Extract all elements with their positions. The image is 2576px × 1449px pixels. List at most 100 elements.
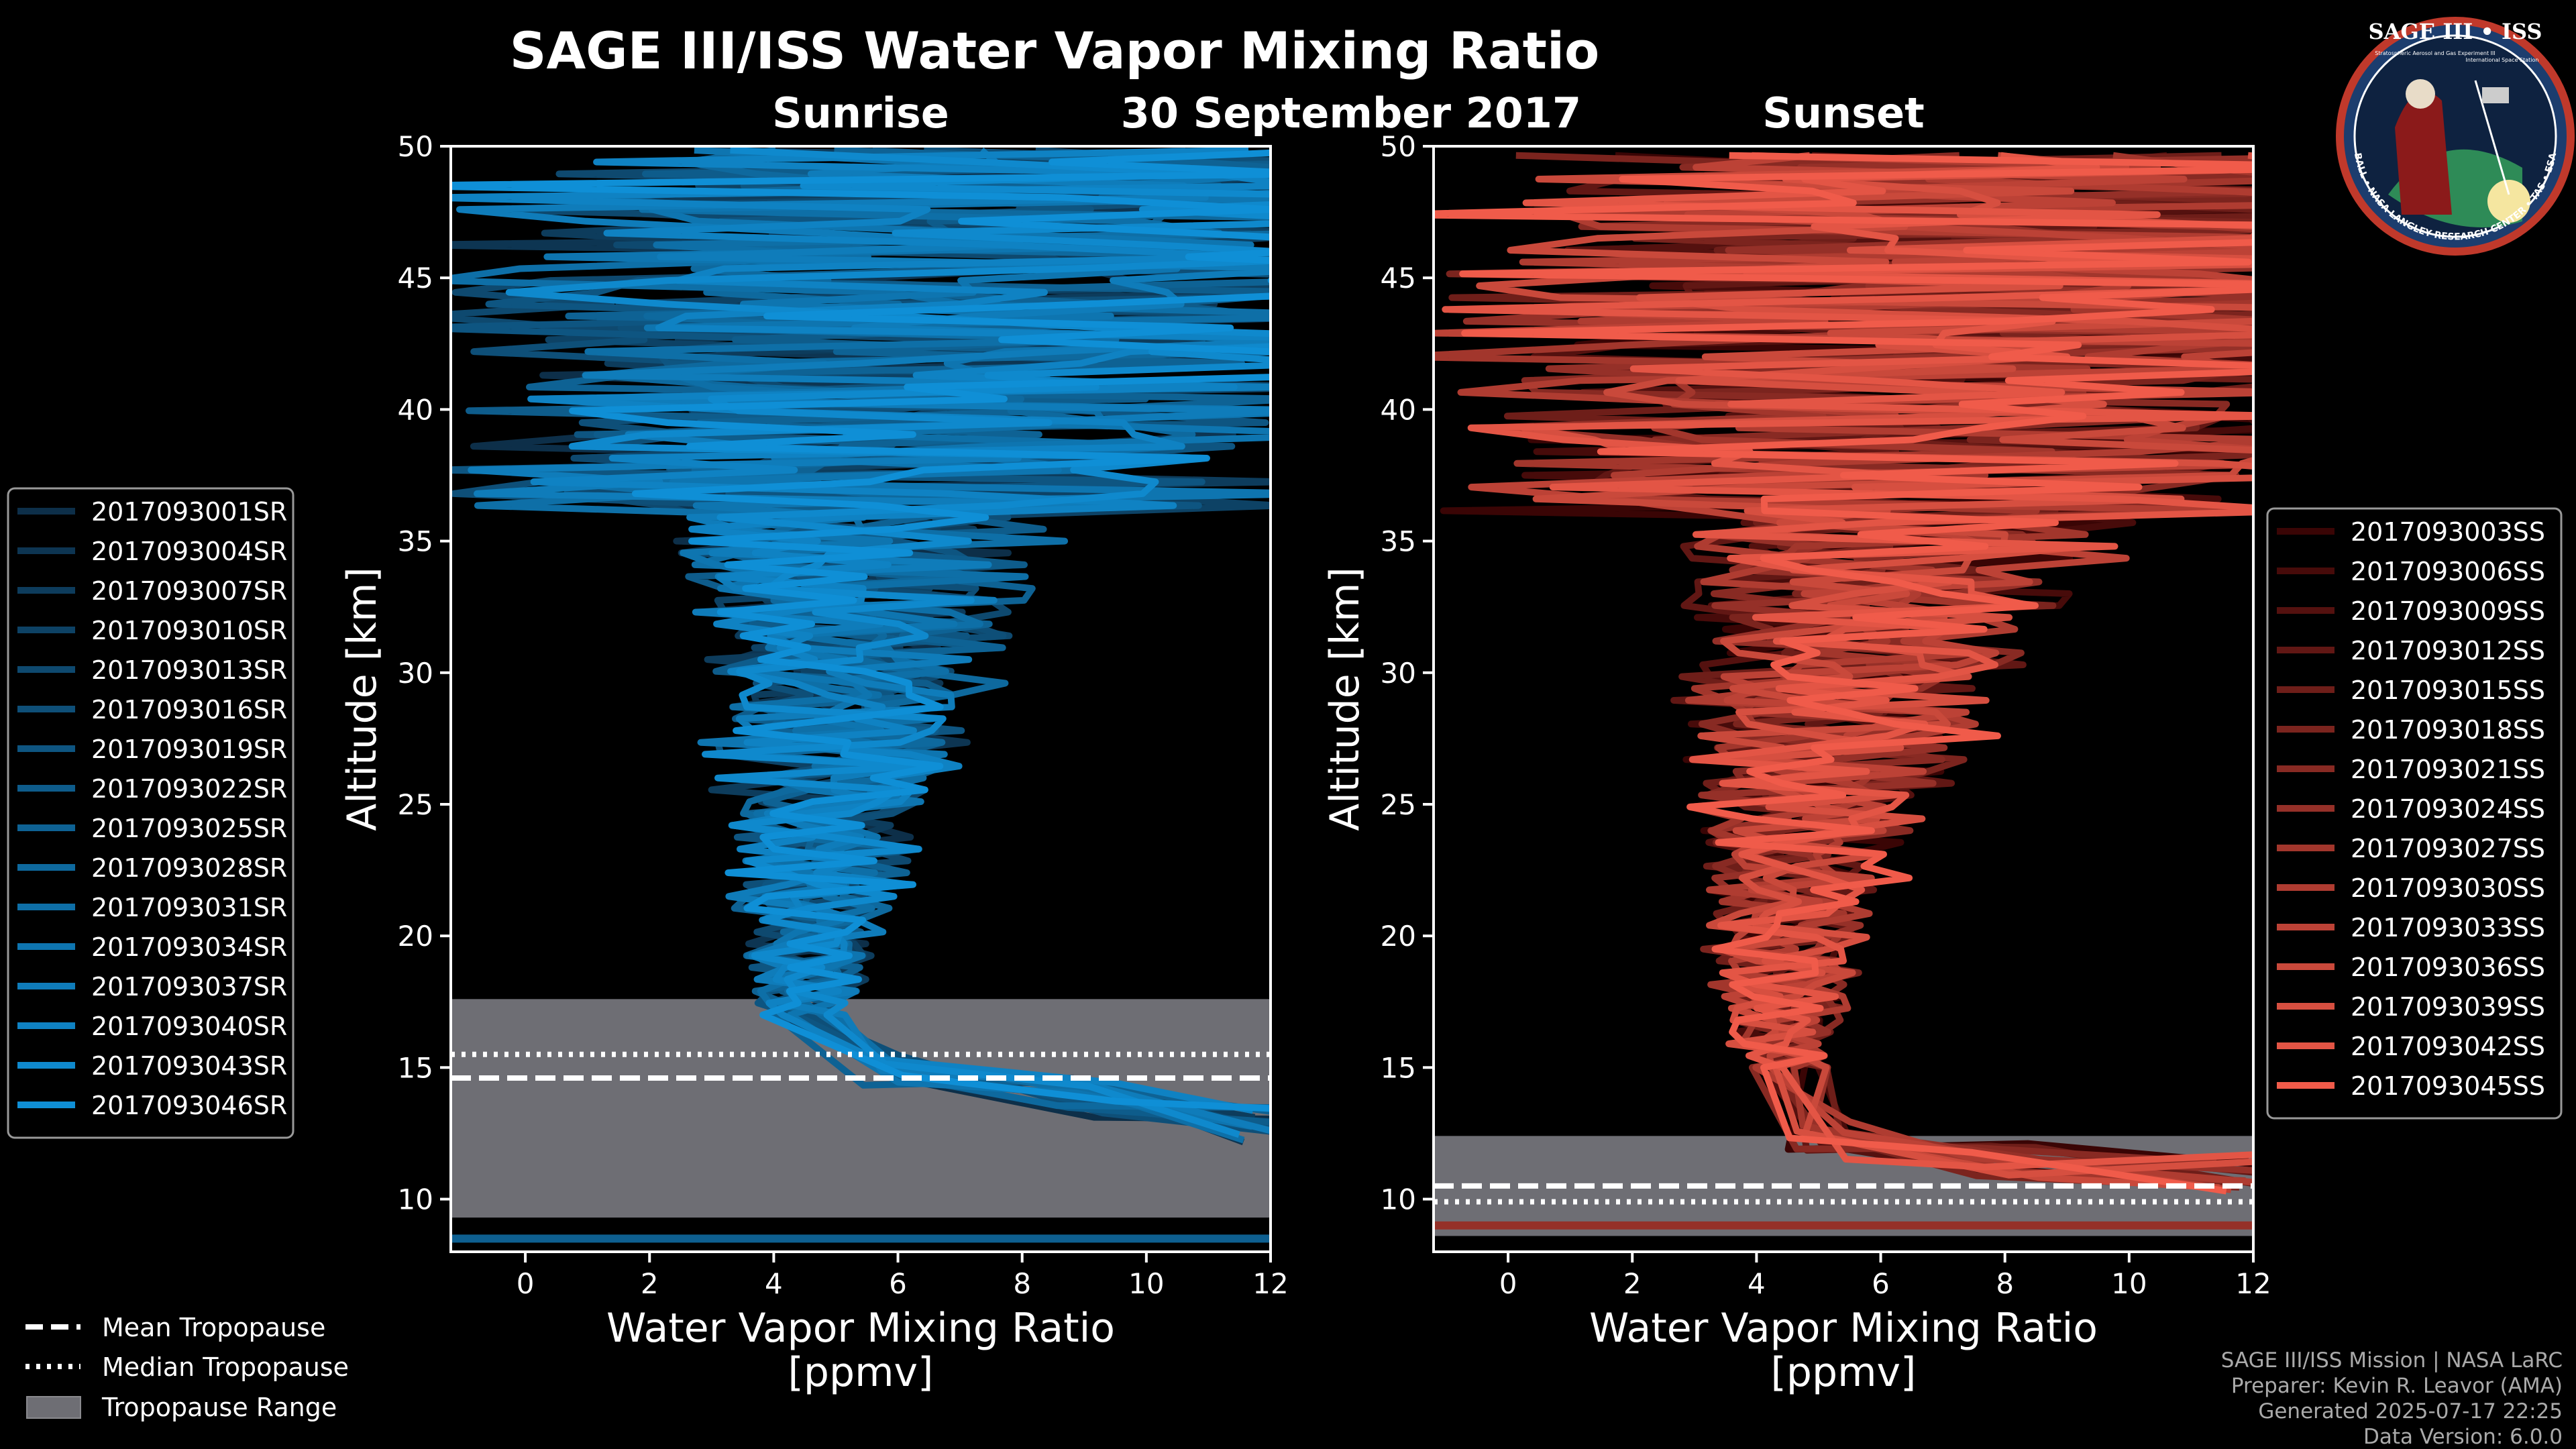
legend-label: 2017093033SS — [2351, 913, 2545, 943]
sunrise-y-axis-label: Altitude [km] — [339, 567, 386, 831]
sunset-y-axis-label: Altitude [km] — [1322, 567, 1368, 831]
x-tick-label: 10 — [2111, 1267, 2147, 1300]
median-tropopause-label: Median Tropopause — [102, 1352, 349, 1382]
legend-label: 2017093046SR — [91, 1091, 287, 1120]
x-tick-label: 4 — [1748, 1267, 1766, 1300]
sunset-axes: 0 2 4 6 8 10 12 10 15 20 25 30 35 40 45 50 — [1381, 130, 2271, 1300]
sunset-chart: 0 2 4 6 8 10 12 10 15 20 25 30 35 40 45 50 Altitude [km… — [1322, 130, 2271, 1396]
sunset-panel-title: Sunset — [1762, 89, 1925, 138]
legend-label: 2017093010SR — [91, 616, 287, 645]
legend-label: 2017093036SS — [2351, 953, 2545, 982]
y-tick-label: 45 — [398, 262, 433, 294]
legend-label: 2017093018SS — [2351, 715, 2545, 745]
logo-sub-text-2: International Space Station — [2466, 57, 2539, 63]
x-tick-label: 2 — [1623, 1267, 1642, 1300]
tropopause-range-label: Tropopause Range — [101, 1393, 337, 1422]
logo-top-text: SAGE III • ISS — [2369, 19, 2542, 44]
y-tick-label: 35 — [1381, 525, 1416, 558]
y-tick-label: 10 — [1381, 1183, 1416, 1216]
y-tick-label: 20 — [1381, 920, 1416, 953]
mean-tropopause-label: Mean Tropopause — [102, 1313, 325, 1342]
y-tick-label: 40 — [398, 393, 433, 426]
legend-label: 2017093006SS — [2351, 557, 2545, 586]
plot-frame — [449, 145, 1272, 1253]
sunrise-panel-title: Sunrise — [772, 89, 949, 138]
y-tick-label: 25 — [398, 788, 433, 821]
sun-icon — [2487, 180, 2530, 223]
profile-line-2017093039SS — [1519, 152, 2253, 1179]
figure-title: SAGE III/ISS Water Vapor Mixing Ratio — [510, 21, 1600, 80]
legend-label: 2017093027SS — [2351, 834, 2545, 863]
data-version: Data Version: 6.0.0 — [2363, 1425, 2563, 1449]
mission-credit: SAGE III/ISS Mission | NASA LaRC — [2221, 1348, 2563, 1373]
legend-label: 2017093025SR — [91, 814, 287, 843]
legend-label: 2017093037SR — [91, 972, 287, 1002]
legend-label: 2017093009SS — [2351, 596, 2545, 626]
legend-label: 2017093040SR — [91, 1012, 287, 1041]
sunset-legend: 2017093003SS 2017093006SS 2017093009SS 2017… — [2266, 507, 2563, 1120]
legend-label: 2017093012SS — [2351, 636, 2545, 665]
generated-timestamp: Generated 2025-07-17 22:25 — [2258, 1399, 2563, 1424]
x-tick-label: 2 — [641, 1267, 659, 1300]
x-tick-label: 10 — [1128, 1267, 1164, 1300]
legend-label: 2017093024SS — [2351, 794, 2545, 824]
y-tick-label: 15 — [398, 1051, 433, 1084]
x-tick-label: 12 — [2235, 1267, 2271, 1300]
y-tick-label: 15 — [1381, 1051, 1416, 1084]
y-tick-label: 50 — [398, 130, 433, 163]
legend-frame — [7, 487, 294, 1139]
y-tick-label: 30 — [1381, 657, 1416, 690]
x-tick-label: 6 — [889, 1267, 907, 1300]
logo-sub-text-1: Stratospheric Aerosol and Gas Experiment… — [2375, 50, 2495, 56]
sunrise-legend: 2017093001SR 2017093004SR 2017093007SR 2017… — [7, 487, 294, 1139]
x-tick-label: 6 — [1872, 1267, 1890, 1300]
tropopause-range-swatch — [26, 1396, 81, 1419]
x-tick-label: 0 — [1499, 1267, 1517, 1300]
legend-label: 2017093042SS — [2351, 1032, 2545, 1061]
sunrise-x-axis-label: Water Vapor Mixing Ratio [ppmv] — [606, 1305, 1115, 1396]
profile-line-2017093046SR — [451, 149, 1271, 1112]
iss-satellite-icon — [2482, 87, 2509, 103]
legend-label: 2017093022SR — [91, 774, 287, 804]
sunrise-plot-area — [451, 146, 1271, 1243]
credits: SAGE III/ISS Mission | NASA LaRC Prepare… — [2221, 1348, 2563, 1449]
legend-label: 2017093001SR — [91, 497, 287, 527]
legend-label: 2017093015SS — [2351, 676, 2545, 705]
legend-label: 2017093013SR — [91, 655, 287, 685]
sunrise-chart: 0 2 4 6 8 10 12 10 15 20 25 30 35 40 45 50 Altitude [km… — [339, 130, 1289, 1396]
figure-date: 30 September 2017 — [1121, 89, 1581, 138]
y-tick-label: 10 — [398, 1183, 433, 1216]
plot-frame — [1432, 145, 2255, 1253]
sage-iii-iss-logo: SAGE III • ISS Stratospheric Aerosol and… — [2336, 17, 2575, 256]
legend-label: 2017093030SS — [2351, 873, 2545, 903]
x-tick-label: 4 — [765, 1267, 783, 1300]
light-path-icon — [2474, 80, 2510, 195]
legend-label: 2017093039SS — [2351, 992, 2545, 1022]
astronomer-head-icon — [2406, 79, 2435, 109]
astronomer-figure-icon — [2395, 91, 2452, 215]
legend-label: 2017093043SR — [91, 1051, 287, 1081]
legend-label: 2017093031SR — [91, 893, 287, 922]
profile-line-2017093043SR — [505, 146, 1271, 1138]
x-tick-label: 0 — [517, 1267, 535, 1300]
legend-label: 2017093003SS — [2351, 517, 2545, 547]
legend-label: 2017093019SR — [91, 735, 287, 764]
y-tick-label: 20 — [398, 920, 433, 953]
legend-label: 2017093021SS — [2351, 755, 2545, 784]
y-tick-label: 30 — [398, 657, 433, 690]
legend-frame — [2266, 507, 2563, 1120]
x-tick-label: 12 — [1252, 1267, 1288, 1300]
x-tick-label: 8 — [1013, 1267, 1031, 1300]
legend-label: 2017093016SR — [91, 695, 287, 724]
profile-line-2017093045SS — [1434, 152, 2253, 1195]
sunset-x-axis-label: Water Vapor Mixing Ratio [ppmv] — [1589, 1305, 2098, 1396]
x-tick-label: 8 — [1996, 1267, 2014, 1300]
sunset-plot-area — [1434, 152, 2253, 1236]
profile-line-2017093034SR — [543, 146, 1271, 1130]
y-tick-label: 45 — [1381, 262, 1416, 294]
legend-label: 2017093028SR — [91, 853, 287, 883]
preparer-credit: Preparer: Kevin R. Leavor (AMA) — [2231, 1374, 2563, 1398]
y-tick-label: 50 — [1381, 130, 1416, 163]
y-tick-label: 40 — [1381, 393, 1416, 426]
